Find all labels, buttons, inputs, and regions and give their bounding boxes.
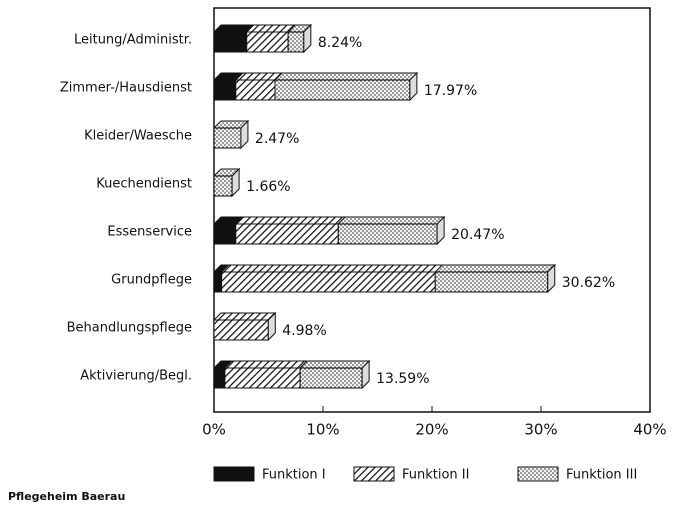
bar-segment-top [214,313,275,320]
bar-segment [300,368,362,388]
total-label: 30.62% [562,275,615,291]
y-tick-label: Essenservice [107,225,192,240]
plot-frame [214,8,650,412]
bar-segment-top [300,361,369,368]
x-tick-label: 10% [306,421,339,439]
total-label: 2.47% [255,131,299,147]
bar-segment [214,320,268,340]
bar-segment [214,128,241,148]
y-tick-label: Zimmer-/Hausdienst [60,81,192,96]
bar-segment-top [236,73,282,80]
y-tick-label: Kleider/Waesche [84,129,192,144]
bar-segment [214,224,236,244]
bar-segment [225,368,300,388]
x-tick-label: 20% [415,421,448,439]
bar-segment [222,272,436,292]
bar-segment-top [435,265,554,272]
bar-segment [435,272,547,292]
total-label: 8.24% [318,35,362,51]
total-label: 1.66% [246,179,290,195]
legend-label: Funktion III [566,468,637,483]
bar-segment-top [338,217,444,224]
bar-segment [214,32,247,52]
footer: Pflegeheim Baerau [8,490,125,503]
y-tick-label: Grundpflege [111,273,192,288]
bar-segment [214,80,236,100]
bar-segment [214,272,222,292]
bar-segment-top [275,73,417,80]
chart: Pflegeheim Baerau 0% 10% 20% 30% 40% Leitung/… [0,0,683,509]
legend-swatch [354,467,394,481]
total-label: 13.59% [376,371,429,387]
total-label: 4.98% [282,323,326,339]
bar-segment [275,80,410,100]
bar-segment [338,224,437,244]
total-label: 17.97% [424,83,477,99]
y-tick-label: Kuechendienst [96,177,192,192]
bar-segment-top [225,361,307,368]
y-tick-label: Leitung/Administr. [74,33,192,48]
y-tick-label: Behandlungspflege [67,321,192,336]
bar-segment [236,224,338,244]
bar-segment-top [236,217,345,224]
total-label: 20.47% [451,227,504,243]
x-tick-label: 0% [202,421,226,439]
legend-swatch [214,467,254,481]
y-tick-label: Aktivierung/Begl. [80,369,192,384]
legend-swatch [518,467,558,481]
bar-segment [214,368,225,388]
bar-segment [288,32,304,52]
legend-label: Funktion I [262,468,326,483]
bar-segment-top [247,25,295,32]
x-tick-label: 40% [633,421,666,439]
legend-label: Funktion II [402,468,469,483]
bar-segment [247,32,288,52]
bar-segment [214,176,232,196]
bar-segment-top [222,265,443,272]
bar-segment [236,80,275,100]
x-tick-label: 30% [524,421,557,439]
